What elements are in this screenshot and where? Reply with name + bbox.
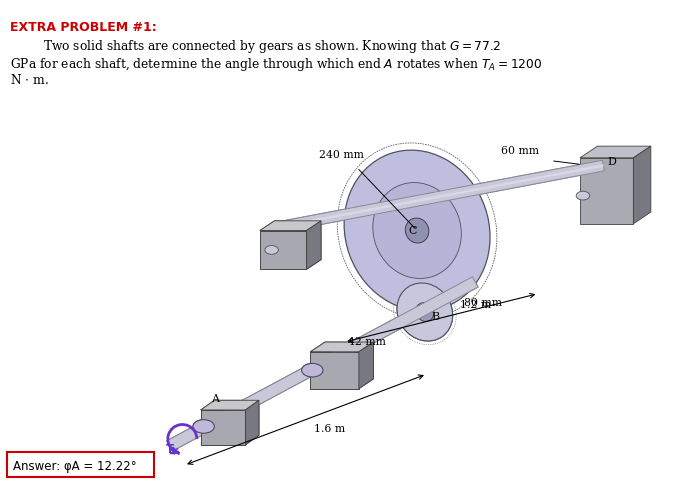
Polygon shape: [306, 221, 321, 269]
Polygon shape: [201, 410, 246, 445]
Ellipse shape: [397, 283, 453, 341]
Polygon shape: [169, 281, 476, 447]
Text: D: D: [607, 156, 616, 167]
Polygon shape: [310, 352, 359, 389]
Text: N $\cdot$ m.: N $\cdot$ m.: [9, 73, 48, 88]
Text: $\mathbf{T}_A$: $\mathbf{T}_A$: [165, 443, 180, 458]
Polygon shape: [285, 160, 604, 231]
Polygon shape: [580, 146, 651, 158]
Polygon shape: [285, 160, 604, 231]
Polygon shape: [201, 410, 246, 445]
Text: GPa for each shaft, determine the angle through which end $A$ rotates when $T_A : GPa for each shaft, determine the angle …: [9, 56, 542, 73]
Polygon shape: [286, 164, 604, 227]
Ellipse shape: [264, 246, 279, 254]
Ellipse shape: [193, 420, 215, 433]
Text: Answer: φA = 12.22°: Answer: φA = 12.22°: [13, 460, 136, 473]
Ellipse shape: [302, 363, 323, 377]
FancyBboxPatch shape: [7, 451, 154, 477]
Polygon shape: [167, 277, 478, 451]
Ellipse shape: [373, 183, 461, 279]
Polygon shape: [246, 400, 259, 445]
Ellipse shape: [264, 246, 279, 254]
Ellipse shape: [576, 191, 590, 200]
Ellipse shape: [397, 283, 453, 341]
Polygon shape: [260, 221, 321, 231]
Ellipse shape: [405, 218, 429, 243]
Polygon shape: [167, 277, 478, 451]
Text: Two solid shafts are connected by gears as shown. Knowing that $G = 77.2$: Two solid shafts are connected by gears …: [42, 39, 501, 55]
Polygon shape: [260, 231, 306, 269]
Text: 80 mm: 80 mm: [464, 298, 501, 308]
Polygon shape: [310, 352, 359, 389]
Ellipse shape: [193, 420, 215, 433]
Text: EXTRA PROBLEM #1:: EXTRA PROBLEM #1:: [9, 21, 156, 34]
Polygon shape: [246, 400, 259, 445]
Polygon shape: [359, 342, 374, 389]
Polygon shape: [306, 221, 321, 269]
Text: 1.2 m: 1.2 m: [460, 300, 491, 310]
Ellipse shape: [344, 150, 490, 311]
Text: C: C: [409, 226, 417, 237]
Ellipse shape: [416, 302, 434, 321]
Ellipse shape: [416, 302, 434, 321]
Polygon shape: [310, 342, 374, 352]
Text: 240 mm: 240 mm: [319, 150, 364, 160]
Polygon shape: [169, 281, 476, 447]
Ellipse shape: [302, 363, 323, 377]
Polygon shape: [260, 221, 321, 231]
Polygon shape: [167, 277, 478, 451]
Text: 60 mm: 60 mm: [501, 146, 539, 156]
Polygon shape: [310, 342, 374, 352]
Polygon shape: [201, 400, 259, 410]
Text: A: A: [211, 394, 219, 404]
Text: 1.6 m: 1.6 m: [314, 424, 345, 434]
Polygon shape: [201, 400, 259, 410]
Polygon shape: [286, 164, 604, 227]
Polygon shape: [260, 231, 306, 269]
Text: 42 mm: 42 mm: [348, 337, 386, 347]
Polygon shape: [633, 146, 651, 224]
Text: B: B: [431, 312, 439, 322]
Polygon shape: [580, 158, 633, 224]
Polygon shape: [359, 342, 374, 389]
